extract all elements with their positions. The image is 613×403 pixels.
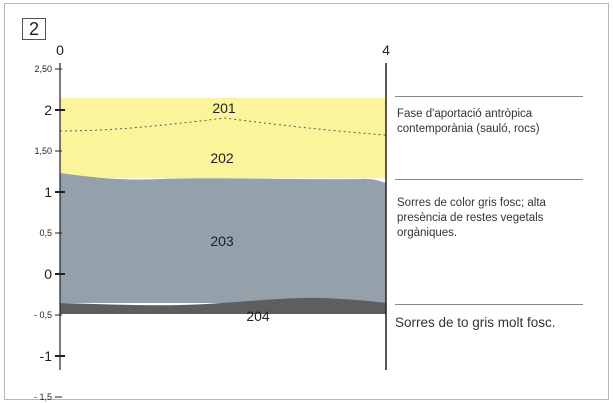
x-label-right: 4 [382, 42, 390, 58]
boundary-201-202 [59, 117, 387, 136]
y-tick-label: 1 [44, 184, 52, 200]
y-tick-label: 0,5 [39, 228, 52, 238]
y-tick-label: - 1,5 [34, 392, 52, 402]
unit-label-201: 201 [212, 100, 236, 116]
y-tick-label: -1 [40, 348, 53, 364]
y-axis-ticks: 2,50 2 1,50 1 0,5 0 - 0,5 -1 - 1,5 [34, 64, 65, 402]
unit-label-204: 204 [246, 308, 270, 324]
description-203: Sorres de color gris fosc; alta presènci… [397, 197, 546, 239]
unit-label-203: 203 [210, 233, 234, 249]
description-204: Sorres de to gris molt fosc. [395, 315, 556, 330]
y-tick-label: 1,50 [34, 146, 52, 156]
description-201-202: Fase d'aportació antròpica contemporània… [397, 108, 540, 135]
layer-204-fill [60, 297, 386, 314]
y-tick-label: 2,50 [34, 64, 52, 74]
separator-line [395, 179, 583, 180]
unit-label-202: 202 [210, 150, 234, 166]
layer-203-fill [60, 173, 386, 303]
separator-line [395, 304, 583, 305]
panel-number: 2 [22, 18, 46, 40]
y-tick-label: 2 [44, 102, 52, 118]
y-tick-label: 0 [44, 266, 52, 282]
separator-line [395, 96, 583, 97]
layer-yellow [60, 98, 386, 178]
x-label-left: 0 [56, 42, 64, 58]
y-tick-label: - 0,5 [34, 310, 52, 320]
